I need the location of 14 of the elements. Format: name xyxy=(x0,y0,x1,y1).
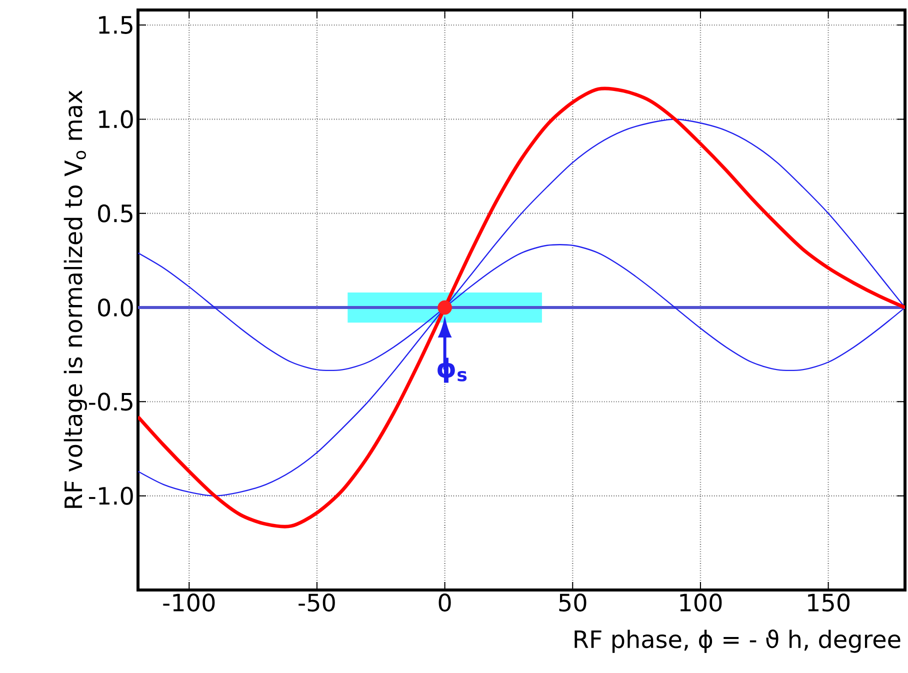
y-tick-label: 0.0 xyxy=(98,298,133,317)
x-tick-label: 50 xyxy=(559,594,586,612)
x-tick-label: 100 xyxy=(680,594,722,612)
x-tick-label: 0 xyxy=(438,594,451,612)
y-tick-label: -1.0 xyxy=(89,486,133,505)
x-axis-title: RF phase, ϕ = - ϑ h, degree xyxy=(574,630,900,653)
y-tick-label: 1.0 xyxy=(99,110,133,128)
x-tick-label: 150 xyxy=(808,594,850,612)
y-tick-label: -0.5 xyxy=(89,392,132,411)
y-tick-label: 0.5 xyxy=(98,204,132,222)
y-tick-label: 1.5 xyxy=(99,16,132,34)
x-tick-label: -50 xyxy=(298,594,335,612)
x-tick-label: -100 xyxy=(163,594,215,612)
y-axis-title: RF voltage is normalized to V$_{o}$ max xyxy=(64,90,87,508)
